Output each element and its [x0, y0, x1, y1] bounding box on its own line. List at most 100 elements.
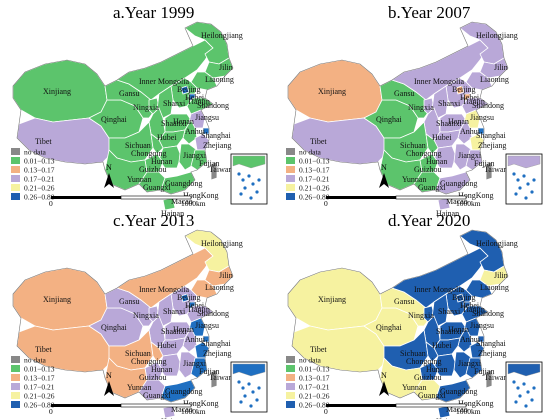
legend-swatch — [286, 157, 295, 164]
north-arrow-icon — [104, 173, 114, 188]
label-qinghai: Qinghai — [376, 323, 403, 332]
panel-title: a.Year 1999 — [113, 3, 194, 22]
label-shandong: Shandong — [197, 309, 229, 318]
south-china-sea-inset — [230, 153, 268, 205]
north-arrow-icon — [379, 381, 389, 396]
label-hubei: Hubei — [432, 133, 452, 142]
island-icon — [514, 400, 518, 404]
label-anhui: Anhui — [185, 127, 206, 136]
map-panel-4: d.Year 2020 Xinjiang Tibet Qinghai GansuInne… — [286, 211, 543, 419]
label-hongkong: HongKong — [183, 399, 219, 408]
label-liaoning: Liaoning — [480, 75, 509, 84]
legend-swatch — [286, 401, 295, 408]
label-gansu: Gansu — [119, 297, 139, 306]
map-panel-1: a.Year 1999 Xinjiang Tibet Qinghai GansuInne… — [11, 3, 268, 218]
label-hubei: Hubei — [157, 133, 177, 142]
label-fujian: Fujian — [474, 159, 494, 168]
legend-label: 0.13−0.17 — [299, 374, 330, 383]
scale-zero: 0 — [49, 407, 53, 416]
label-qinghai: Qinghai — [376, 115, 403, 124]
label-hubei: Hubei — [157, 341, 177, 350]
label-tianjin: Tianjin — [187, 305, 210, 314]
panel-title: c.Year 2013 — [113, 211, 194, 230]
label-liaoning: Liaoning — [205, 75, 234, 84]
label-shandong: Shandong — [472, 101, 504, 110]
province-layer — [287, 21, 509, 211]
label-guangdong: Guangdong — [165, 179, 202, 188]
island-icon — [251, 390, 255, 394]
north-arrow-icon — [104, 381, 114, 396]
label-shaanxi: Shaanxi — [161, 119, 188, 128]
label-jilin: Jilin — [494, 271, 508, 280]
label-taiwan: Taiwan — [209, 165, 232, 174]
label-shanxi: Shanxi — [163, 307, 186, 316]
south-china-sea-inset — [230, 361, 268, 413]
label-macao: Macao — [446, 197, 468, 206]
north-label: N — [381, 163, 387, 172]
south-china-sea-inset — [505, 153, 543, 205]
scale-end: 1000km — [181, 407, 206, 416]
island-icon — [237, 172, 241, 176]
scale-end: 1000km — [181, 199, 206, 208]
label-hunan: Hunan — [426, 157, 447, 166]
label-macao: Macao — [171, 405, 193, 414]
legend-label: 0.17−0.21 — [24, 383, 55, 392]
label-hebei: Hebei — [460, 301, 480, 310]
island-icon — [255, 398, 259, 402]
label-heilongjiang: Heilongjiang — [476, 31, 518, 40]
inset-mainland — [507, 363, 541, 377]
legend-swatch — [286, 365, 295, 372]
north-arrow: N — [104, 371, 114, 396]
country-outline — [12, 21, 234, 195]
province-beijing — [180, 293, 190, 303]
label-taiwan: Taiwan — [209, 373, 232, 382]
label-heilongjiang: Heilongjiang — [201, 239, 243, 248]
island-icon — [255, 190, 259, 194]
label-ningxia: Ningxia — [133, 103, 159, 112]
label-jilin: Jilin — [494, 63, 508, 72]
island-icon — [239, 192, 243, 196]
legend-label: 0.26−0.80 — [299, 193, 330, 202]
label-zhejiang: Zhejiang — [478, 141, 506, 150]
north-arrow: N — [104, 163, 114, 188]
scale-zero: 0 — [49, 199, 53, 208]
legend-swatch — [286, 356, 295, 363]
legend-swatch — [11, 148, 20, 155]
legend-swatch — [11, 175, 20, 182]
label-shanxi: Shanxi — [438, 99, 461, 108]
island-icon — [530, 190, 534, 194]
legend-label: 0.21−0.26 — [299, 184, 330, 193]
label-guangxi: Guangxi — [418, 183, 446, 192]
island-icon — [512, 380, 516, 384]
island-icon — [257, 386, 261, 390]
legend-label: 0.13−0.17 — [299, 166, 330, 175]
label-macao: Macao — [446, 405, 468, 414]
legend-swatch — [11, 392, 20, 399]
island-icon — [247, 174, 251, 178]
north-arrow: N — [379, 163, 389, 188]
legend-label: 0.01−0.13 — [24, 157, 55, 166]
label-guangxi: Guangxi — [143, 183, 171, 192]
label-heilongjiang: Heilongjiang — [201, 31, 243, 40]
label-fujian: Fujian — [199, 367, 219, 376]
label-yunnan: Yunnan — [127, 383, 151, 392]
legend-swatch — [11, 401, 20, 408]
label-shanghai: Shanghai — [476, 339, 507, 348]
legend-swatch — [11, 184, 20, 191]
country-outline — [12, 229, 234, 403]
label-sichuan: Sichuan — [125, 349, 151, 358]
label-hainan: Hainan — [161, 209, 184, 218]
label-beijing: Beijing — [177, 85, 201, 94]
province-taiwan — [210, 369, 218, 389]
map-panel-2: b.Year 2007 Xinjiang Tibet Qinghai GansuInne… — [286, 3, 543, 218]
country-outline — [287, 21, 509, 195]
legend-swatch — [286, 193, 295, 200]
label-liaoning: Liaoning — [205, 283, 234, 292]
island-icon — [518, 394, 522, 398]
province-chongqing — [150, 133, 164, 155]
label-shanghai: Shanghai — [201, 131, 232, 140]
label-guizhou: Guizhou — [414, 373, 442, 382]
label-inner_mongolia: Inner Mongolia — [139, 285, 189, 294]
label-shandong: Shandong — [197, 101, 229, 110]
